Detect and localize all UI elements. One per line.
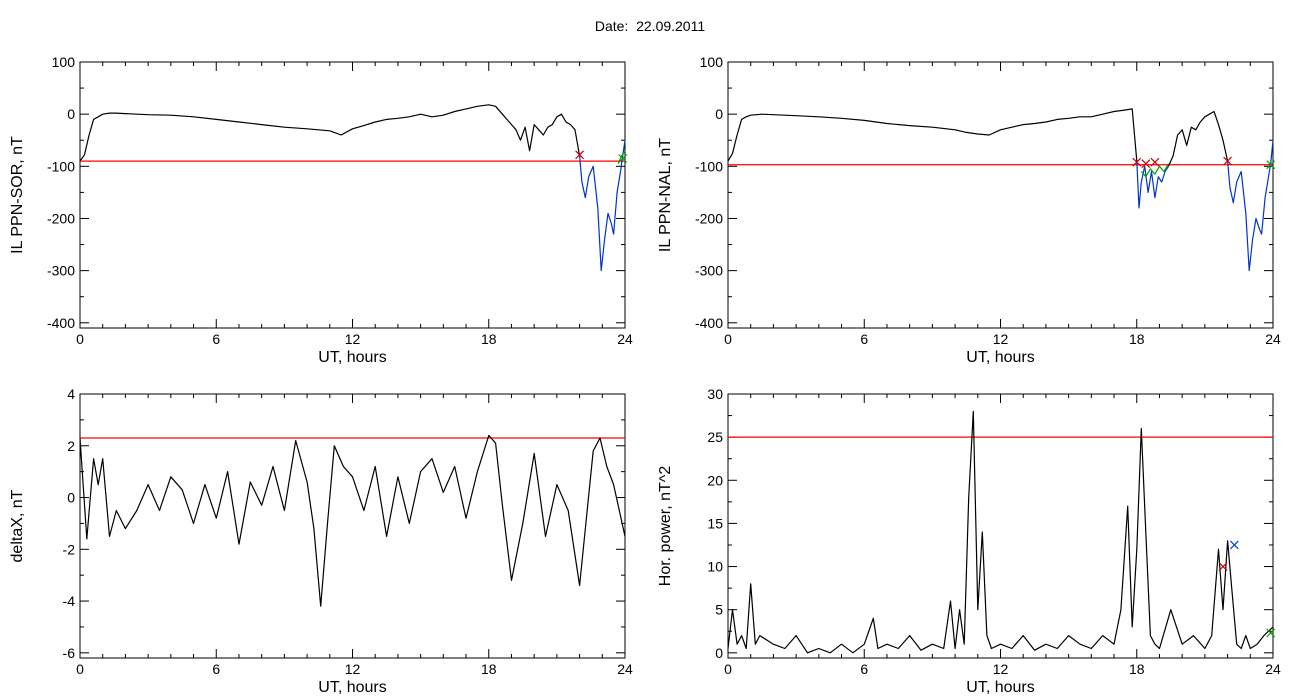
x-axis-label: UT, hours — [318, 349, 386, 366]
y-tick-label: 0 — [715, 106, 723, 122]
event-marker — [1218, 562, 1228, 571]
x-axis-label: UT, hours — [966, 679, 1034, 696]
y-tick-label: 2 — [67, 438, 75, 454]
y-tick-label: 0 — [715, 645, 723, 661]
y-tick-label: -200 — [47, 210, 75, 226]
y-tick-label: -300 — [47, 263, 75, 279]
plot-frame — [79, 393, 626, 659]
y-axis-label: IL PPN-NAL, nT — [657, 138, 674, 252]
y-axis-label: deltaX, nT — [9, 489, 26, 562]
x-tick-label: 18 — [481, 661, 497, 677]
series-line-0 — [727, 410, 1274, 654]
series-line-1 — [1136, 161, 1170, 209]
y-tick-label: 4 — [67, 386, 75, 402]
y-tick-label: 0 — [67, 106, 75, 122]
x-tick-label: 24 — [617, 331, 633, 347]
event-marker — [1266, 160, 1276, 170]
y-tick-label: 5 — [715, 602, 723, 618]
series-line-3 — [1167, 110, 1229, 167]
x-tick-label: 12 — [345, 331, 361, 347]
y-tick-label: 20 — [707, 472, 723, 488]
plot-frame — [727, 393, 1274, 659]
x-tick-label: 0 — [76, 331, 84, 347]
event-marker — [1266, 628, 1276, 638]
x-tick-label: 18 — [1129, 331, 1145, 347]
event-marker — [1132, 157, 1142, 167]
plot-frame — [79, 61, 626, 329]
x-tick-label: 0 — [724, 661, 732, 677]
x-tick-label: 0 — [724, 331, 732, 347]
y-tick-label: 10 — [707, 559, 723, 575]
x-tick-label: 6 — [212, 661, 220, 677]
y-tick-label: -100 — [695, 158, 723, 174]
series-line-0 — [79, 104, 581, 162]
y-tick-label: 25 — [707, 429, 723, 445]
y-tick-label: 0 — [67, 490, 75, 506]
x-tick-label: 24 — [1265, 661, 1281, 677]
chart-panel-il-nal: 0 6 12 18 24 100 0 -100 -200 -300 -400 UT, hours IL … — [657, 54, 1281, 366]
y-axis-label: Hor. power, nT^2 — [657, 466, 674, 587]
y-tick-label: 30 — [707, 386, 723, 402]
y-tick-label: -100 — [47, 158, 75, 174]
x-tick-label: 6 — [860, 661, 868, 677]
series-line-0 — [727, 108, 1138, 162]
x-tick-label: 12 — [993, 331, 1009, 347]
x-tick-label: 24 — [1265, 331, 1281, 347]
plot-frame — [727, 61, 1274, 329]
x-tick-label: 12 — [993, 661, 1009, 677]
x-axis-label: UT, hours — [318, 679, 386, 696]
series-line-0 — [79, 434, 626, 607]
x-tick-label: 0 — [76, 661, 84, 677]
event-marker — [1141, 159, 1151, 169]
x-tick-label: 18 — [481, 331, 497, 347]
series-line-1 — [579, 140, 626, 272]
x-tick-label: 24 — [617, 661, 633, 677]
event-marker — [1223, 156, 1233, 166]
series-line-2 — [1140, 163, 1170, 178]
y-tick-label: -400 — [695, 315, 723, 331]
y-tick-label: 15 — [707, 515, 723, 531]
y-tick-label: -300 — [695, 263, 723, 279]
y-tick-label: -400 — [47, 315, 75, 331]
event-marker — [1150, 157, 1160, 167]
x-tick-label: 6 — [212, 331, 220, 347]
x-tick-label: 18 — [1129, 661, 1145, 677]
x-axis-label: UT, hours — [966, 349, 1034, 366]
y-tick-label: 100 — [52, 54, 76, 70]
series-line-4 — [1227, 140, 1274, 272]
x-tick-label: 6 — [860, 331, 868, 347]
y-tick-label: -6 — [63, 645, 76, 661]
event-marker — [1229, 540, 1239, 550]
y-tick-label: -4 — [63, 593, 76, 609]
y-tick-label: -200 — [695, 210, 723, 226]
y-tick-label: 100 — [700, 54, 724, 70]
y-tick-label: -2 — [63, 541, 76, 557]
event-marker — [575, 150, 585, 160]
chart-panel-il-sor: 0 6 12 18 24 100 0 -100 -200 -300 -400 UT, hours IL … — [9, 54, 633, 366]
x-tick-label: 12 — [345, 661, 361, 677]
page-title: Date: 22.09.2011 — [594, 18, 706, 34]
chart-panel-hor-power: 0 6 12 18 24 30 25 20 15 10 5 0 UT, hours Hor. power,… — [657, 386, 1281, 696]
event-marker — [618, 154, 628, 163]
chart-panel-deltax: 0 6 12 18 24 4 2 0 -2 -4 -6 UT, hours deltaX, nT — [9, 386, 633, 696]
y-axis-label: IL PPN-SOR, nT — [9, 136, 26, 254]
